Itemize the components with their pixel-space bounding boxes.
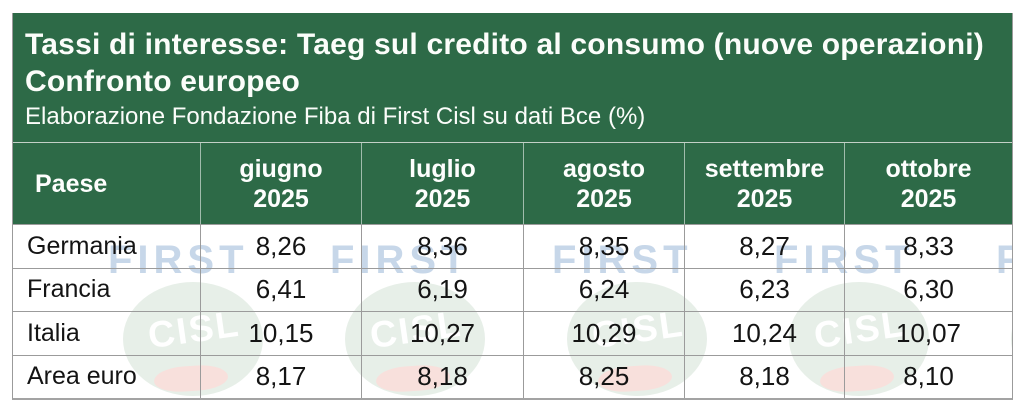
rate-value: 8,33 [844,225,1012,268]
month-name: ottobre [885,154,972,183]
rate-value: 6,23 [684,268,844,311]
rate-value: 6,24 [523,268,684,311]
month-name: agosto [563,154,645,183]
table-row-italia: Italia 10,15 10,27 10,29 10,24 10,07 [13,311,1012,355]
rate-value: 6,19 [361,268,523,311]
rate-value: 6,41 [200,268,361,311]
month-name: luglio [409,154,476,183]
table-header-row: Paese giugno 2025 luglio 2025 agosto 202… [13,142,1012,224]
country-label: Francia [27,275,111,304]
rate-value: 8,18 [684,355,844,398]
country-label: Italia [27,318,80,347]
month-name: settembre [704,154,825,183]
month-year: 2025 [414,184,471,213]
column-header-settembre: settembre 2025 [684,143,844,224]
table-row-francia: Francia 6,41 6,19 6,24 6,23 6,30 [13,267,1012,311]
month-name: giugno [239,154,323,183]
rate-value: 8,10 [844,355,1012,398]
rate-value: 10,24 [684,312,844,355]
page-subtitle: Elaborazione Fondazione Fiba di First Ci… [25,103,646,130]
column-header-giugno: giugno 2025 [200,143,361,224]
column-header-label: Paese [35,169,108,198]
month-year: 2025 [576,184,632,213]
month-year: 2025 [736,184,793,213]
table-row-germania: Germania 8,26 8,36 8,35 8,27 8,33 [13,224,1012,268]
rate-value: 8,35 [523,225,684,268]
month-year: 2025 [253,184,309,213]
rate-value: 8,25 [523,355,684,398]
column-header-luglio: luglio 2025 [361,143,523,224]
column-header-paese: Paese [13,143,200,224]
page-title-line1: Tassi di interesse: Taeg sul credito al … [25,28,984,61]
rate-value: 8,36 [361,225,523,268]
column-header-ottobre: ottobre 2025 [844,143,1012,224]
rate-value: 6,30 [844,268,1012,311]
rate-value: 10,27 [361,312,523,355]
title-block: Tassi di interesse: Taeg sul credito al … [13,13,1012,142]
month-year: 2025 [900,184,957,213]
rate-value: 8,18 [361,355,523,398]
page-title-line2: Confronto europeo [25,65,301,98]
rate-value: 10,15 [200,312,361,355]
rate-value: 10,07 [844,312,1012,355]
table-row-area-euro: Area euro 8,17 8,18 8,25 8,18 8,10 [13,354,1012,398]
rate-value: 8,26 [200,225,361,268]
rate-value: 10,29 [523,312,684,355]
column-header-agosto: agosto 2025 [523,143,684,224]
rate-value: 8,17 [200,355,361,398]
rate-value: 8,27 [684,225,844,268]
country-label: Area euro [27,362,137,391]
country-label: Germania [27,231,137,260]
rates-table-panel: FIRST CISL FIRST CISL FIRST CISL FIRST C… [12,13,1013,400]
